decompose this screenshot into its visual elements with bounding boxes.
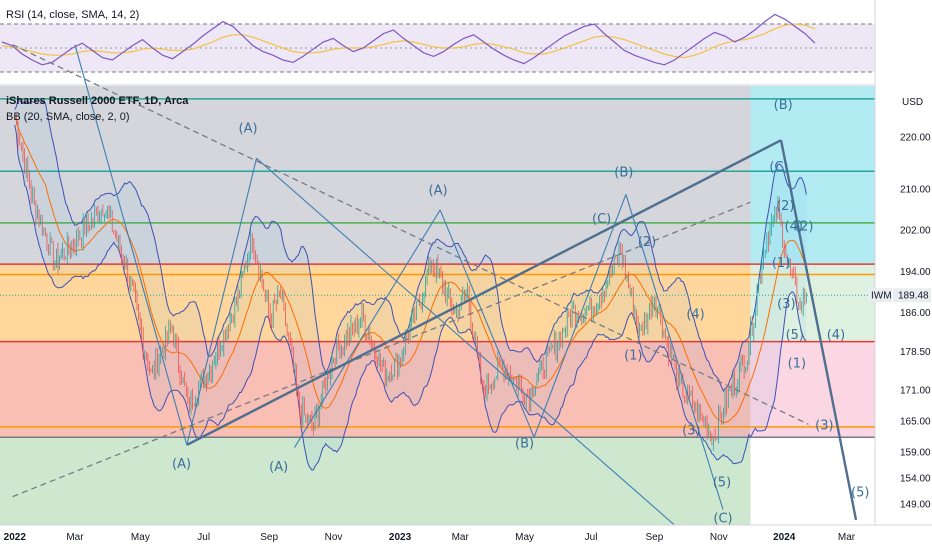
price-tick-label: 178.50 (900, 347, 931, 358)
wave-label: (5) (786, 328, 804, 343)
wave-label: (5) (851, 486, 869, 501)
price-tick-label: 202.00 (900, 226, 931, 237)
trend-line (12, 201, 751, 498)
time-tick-label: May (515, 532, 534, 543)
price-tick-label: 171.00 (900, 386, 931, 397)
wave-label: (B) (515, 437, 534, 452)
trend-line (74, 44, 188, 446)
time-tick-label: Jul (585, 532, 598, 543)
forecast-zone (750, 341, 875, 438)
time-tick-label: May (131, 532, 150, 543)
wave-label: (3) (815, 418, 833, 433)
price-zone (0, 86, 751, 265)
time-tick-label: Sep (260, 532, 278, 543)
wave-label: (1) (788, 356, 806, 371)
wave-label: (C) (769, 160, 788, 175)
forecast-zone (750, 437, 875, 525)
bb-basis (14, 116, 807, 424)
price-axis-bg (875, 0, 932, 550)
wave-label: (5) (713, 475, 731, 490)
rsi-pane: 75.0050.0025.00 (0, 13, 932, 86)
ticker-badge (868, 288, 892, 303)
wave-label: (4) (785, 220, 803, 235)
price-tick-label: 210.00 (900, 184, 931, 195)
rsi-line (1, 13, 816, 66)
price-tick-label: 154.00 (900, 474, 931, 485)
wave-label: (4) (686, 307, 704, 322)
wave-label: (C) (592, 212, 611, 227)
wave-label: (C) (713, 511, 732, 526)
trend-line (12, 44, 809, 425)
trend-line (779, 139, 858, 521)
time-tick-label: Nov (325, 532, 343, 543)
wave-label: (A) (429, 183, 448, 198)
time-axis-bg (0, 525, 932, 550)
trend-line (186, 158, 258, 446)
price-pane: (A)(A) (A)(A)(B)(B)(C)(2)(4)(1)(3)(5)(C)(… (0, 44, 875, 526)
time-tick-label: 2022 (4, 532, 27, 543)
currency-label[interactable]: USD (902, 97, 924, 108)
time-tick-label: 2023 (389, 532, 412, 543)
trend-line (533, 194, 627, 438)
time-tick-label: Mar (838, 532, 856, 543)
price-tick-label: 220.00 (900, 133, 931, 144)
bb-lower (14, 124, 807, 471)
bb-upper (14, 98, 807, 393)
price-tick-label: 194.00 (900, 267, 931, 278)
time-tick-label: 2024 (773, 532, 796, 543)
price-tick-label: 165.00 (900, 417, 931, 428)
time-tick-label: Jul (197, 532, 210, 543)
time-tick-label: Mar (452, 532, 470, 543)
ticker-badge-label: IWM (871, 290, 892, 301)
wave-label: (A) (239, 121, 258, 136)
wave-label: (3) (777, 297, 795, 312)
wave-label: (1) (624, 349, 642, 364)
trend-line (625, 194, 724, 510)
wave-label: (2) (776, 199, 794, 214)
price-zone (0, 437, 751, 525)
price-tick-label: 159.00 (900, 448, 931, 459)
bb-indicator-label[interactable]: BB (20, SMA, close, 2, 0) (6, 111, 130, 123)
trend-line (256, 157, 675, 526)
time-tick-label: Nov (710, 532, 728, 543)
trend-line (439, 209, 535, 438)
wave-label: (A) (172, 457, 191, 472)
price-tick-label: 149.00 (900, 499, 931, 510)
time-tick-label: Mar (66, 532, 84, 543)
last-price-label: 189.48 (898, 290, 929, 301)
rsi-indicator-label[interactable]: RSI (14, close, SMA, 14, 2) (6, 9, 140, 21)
price-zone (0, 341, 751, 438)
wave-label: (1) (772, 256, 790, 271)
last-price-badge (893, 288, 931, 303)
symbol-title[interactable]: iShares Russell 2000 ETF, 1D, Arca (6, 95, 189, 107)
wave-label: (4) (827, 328, 845, 343)
trend-line (294, 209, 441, 448)
wave-label: (2) (795, 220, 813, 235)
wave-label: (3) (682, 424, 700, 439)
time-tick-label: Sep (646, 532, 664, 543)
wave-label: (B) (614, 165, 633, 180)
price-tick-label: 186.00 (900, 308, 931, 319)
trend-line (186, 139, 782, 447)
wave-label: (B) (774, 98, 793, 113)
wave-label: (2) (638, 235, 656, 250)
wave-label: (A) (269, 460, 288, 475)
